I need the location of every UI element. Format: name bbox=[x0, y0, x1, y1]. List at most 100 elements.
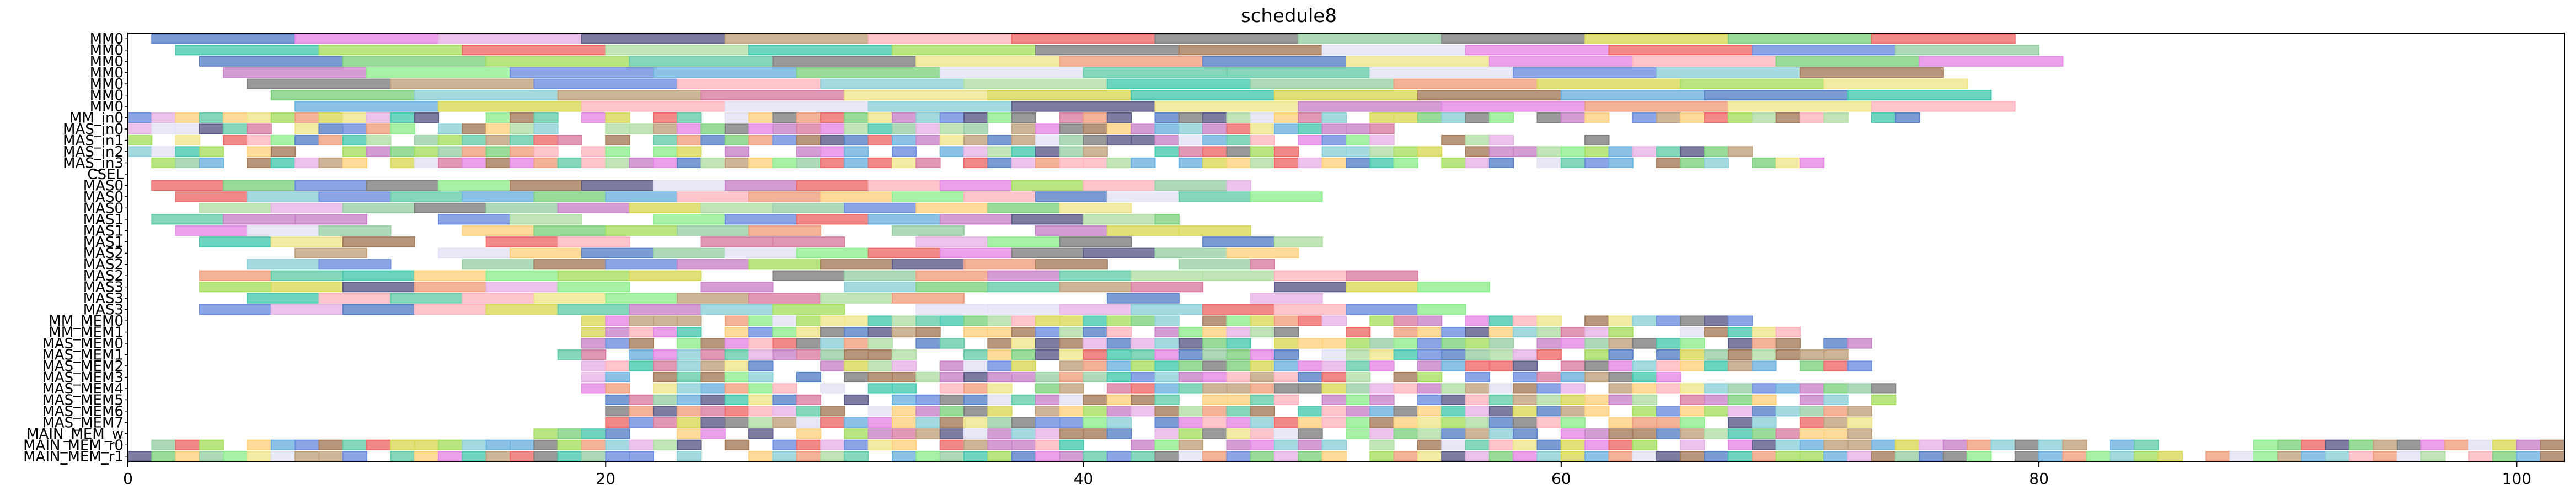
row-label: MAS0 bbox=[83, 200, 124, 217]
task-bar bbox=[1250, 417, 1276, 428]
task-bar bbox=[2540, 451, 2565, 462]
task-bar bbox=[1393, 338, 1418, 349]
task-bar bbox=[1035, 451, 1061, 462]
task-bar bbox=[1346, 383, 1371, 394]
task-bar bbox=[796, 247, 869, 258]
task-bar bbox=[1298, 101, 1443, 112]
task-bar bbox=[2062, 451, 2087, 462]
task-bar bbox=[2325, 451, 2350, 462]
task-bar bbox=[438, 247, 511, 258]
task-bar bbox=[867, 112, 893, 123]
task-bar bbox=[1823, 112, 1849, 123]
task-bar bbox=[1441, 394, 1466, 405]
task-bar bbox=[1465, 157, 1490, 169]
task-bar bbox=[1488, 428, 1514, 439]
task-bar bbox=[199, 202, 272, 213]
task-bar bbox=[1704, 90, 1849, 101]
task-bar bbox=[1226, 180, 1251, 191]
task-bar bbox=[1202, 123, 1228, 134]
task-bar bbox=[1823, 394, 1849, 405]
task-bar bbox=[151, 214, 224, 225]
task-bar bbox=[366, 439, 392, 450]
task-bar bbox=[1011, 33, 1156, 44]
task-bar bbox=[1226, 439, 1251, 450]
task-bar bbox=[820, 349, 845, 360]
row-label: MM0 bbox=[90, 88, 124, 104]
task-bar bbox=[892, 146, 917, 157]
task-bar bbox=[1513, 383, 1538, 394]
task-bar bbox=[438, 123, 463, 134]
task-bar bbox=[1274, 236, 1323, 247]
task-bar bbox=[1728, 315, 1753, 326]
task-bar bbox=[1847, 360, 1872, 371]
task-bar bbox=[1154, 326, 1180, 338]
task-bar bbox=[1059, 428, 1084, 439]
task-bar bbox=[1154, 214, 1180, 225]
task-bar bbox=[1321, 394, 1347, 405]
task-bar bbox=[1799, 428, 1825, 439]
task-bar bbox=[939, 417, 965, 428]
task-bar bbox=[1441, 112, 1466, 123]
task-bar bbox=[1728, 146, 1753, 157]
task-bar bbox=[892, 371, 917, 383]
task-bar bbox=[2110, 439, 2135, 450]
task-bar bbox=[1632, 417, 1658, 428]
task-bar bbox=[1608, 383, 1634, 394]
task-bar bbox=[1584, 451, 1610, 462]
task-bar bbox=[844, 338, 869, 349]
task-bar bbox=[127, 134, 153, 146]
task-bar bbox=[1298, 360, 1323, 371]
task-bar bbox=[867, 123, 893, 134]
task-bar bbox=[1608, 315, 1634, 326]
task-bar bbox=[1799, 67, 1944, 78]
task-bar bbox=[1441, 451, 1466, 462]
task-bar bbox=[1226, 360, 1251, 371]
task-bar bbox=[963, 394, 989, 405]
task-bar bbox=[915, 428, 941, 439]
task-bar bbox=[1704, 349, 1729, 360]
task-bar bbox=[1942, 439, 1968, 450]
task-bar bbox=[796, 157, 822, 169]
task-bar bbox=[462, 225, 535, 236]
task-bar bbox=[892, 123, 917, 134]
task-bar bbox=[485, 439, 511, 450]
task-bar bbox=[127, 123, 153, 134]
task-bar bbox=[1346, 282, 1418, 293]
task-bar bbox=[1226, 383, 1251, 394]
task-bar bbox=[1202, 56, 1347, 67]
task-bar bbox=[724, 214, 797, 225]
task-bar bbox=[772, 202, 845, 213]
task-bar bbox=[2253, 451, 2279, 462]
task-bar bbox=[247, 451, 272, 462]
task-bar bbox=[1680, 146, 1705, 157]
task-bar bbox=[1274, 349, 1299, 360]
task-bar bbox=[1035, 428, 1061, 439]
task-bar bbox=[915, 112, 941, 123]
task-bar bbox=[987, 202, 1061, 213]
task-bar bbox=[414, 157, 440, 169]
task-bar bbox=[987, 383, 1013, 394]
task-bar bbox=[1131, 90, 1276, 101]
task-bar bbox=[1035, 383, 1061, 394]
task-bar bbox=[1083, 134, 1108, 146]
task-bar bbox=[1704, 146, 1729, 157]
task-bar bbox=[1608, 428, 1634, 439]
task-bar bbox=[1393, 383, 1418, 394]
row-label: MAS1 bbox=[83, 212, 124, 228]
task-bar bbox=[724, 247, 797, 258]
task-bar bbox=[1728, 383, 1753, 394]
task-bar bbox=[247, 112, 272, 123]
task-bar bbox=[462, 146, 487, 157]
task-bar bbox=[1465, 45, 1610, 56]
task-bar bbox=[1226, 67, 1371, 78]
task-bar bbox=[1154, 315, 1180, 326]
task-bar bbox=[605, 451, 630, 462]
task-bar bbox=[987, 282, 1061, 293]
task-bar bbox=[963, 315, 989, 326]
task-bar bbox=[987, 428, 1013, 439]
task-bar bbox=[510, 112, 535, 123]
task-bar bbox=[247, 439, 272, 450]
task-bar bbox=[1465, 417, 1490, 428]
task-bar bbox=[1321, 123, 1347, 134]
task-bar bbox=[700, 157, 726, 169]
